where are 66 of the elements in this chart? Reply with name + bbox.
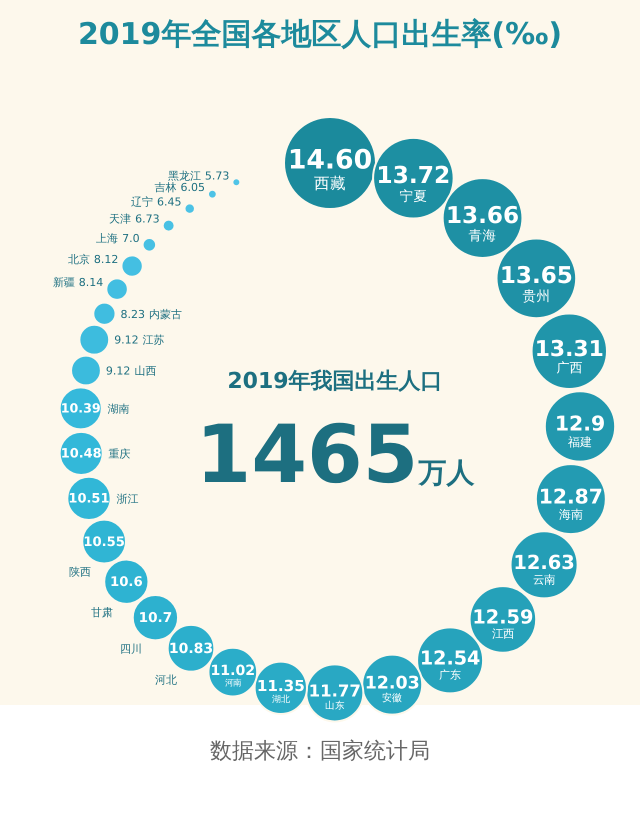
category-label: 云南 [533, 572, 556, 586]
category-label: 广东 [439, 668, 462, 682]
text: 2019年我国出生人口 [227, 369, 443, 394]
data-label: 10.83 [168, 640, 214, 657]
data-label: 6.05 [180, 181, 205, 194]
category-label: 河北 [154, 674, 177, 687]
category-label: 辽宁 [130, 196, 153, 209]
category-label: 贵州 [522, 288, 550, 304]
data-label: 12.87 [538, 484, 603, 508]
data-label: 14.60 [288, 144, 372, 176]
data-label: 9.12 [114, 334, 139, 347]
text: 1465万人 [196, 408, 476, 501]
category-label: 湖北 [272, 694, 290, 706]
data-label: 11.02 [210, 663, 256, 680]
data-label: 8.14 [78, 276, 104, 290]
category-label: 海南 [558, 507, 583, 522]
category-label: 浙江 [116, 492, 139, 506]
category-label: 山东 [324, 700, 345, 712]
data-label: 10.48 [60, 446, 102, 462]
data-label: 10.51 [68, 492, 110, 507]
data-label: 8.23 [120, 308, 146, 321]
category-label: 黑龙江 [168, 169, 201, 182]
data-label: 7.0 [122, 232, 140, 245]
category-label: 吉林 [154, 181, 176, 194]
data-label: 13.66 [446, 202, 520, 229]
data-label: 6.45 [156, 196, 182, 209]
category-label: 江西 [492, 626, 514, 641]
data-label: 12.9 [554, 412, 606, 436]
data-label: 10.7 [138, 610, 172, 626]
data-label: 5.73 [204, 169, 230, 182]
category-label: 广西 [556, 360, 582, 376]
category-label: 宁夏 [399, 188, 428, 204]
data-label: 10.39 [60, 400, 101, 416]
data-label: 9.12 [106, 364, 130, 378]
data-label: 12.63 [513, 550, 575, 574]
category-label: 福建 [568, 434, 592, 449]
category-label: 安徽 [382, 692, 402, 704]
category-label: 湖南 [108, 402, 130, 416]
category-label: 四川 [120, 642, 142, 656]
source-note: 数据来源：国家统计局 [210, 739, 430, 764]
category-label: 江苏 [142, 334, 165, 347]
category-label: 陕西 [68, 565, 91, 578]
data-label: 12.59 [472, 605, 534, 628]
category-label: 甘肃 [91, 606, 114, 619]
data-label: 13.65 [500, 263, 573, 290]
category-label: 天津 [109, 212, 132, 226]
data-label: 13.72 [376, 161, 450, 190]
category-label: 山西 [134, 364, 156, 378]
data-label: 8.12 [94, 253, 118, 266]
data-label: 11.77 [308, 681, 361, 700]
category-label: 河南 [224, 678, 241, 688]
category-label: 北京 [68, 253, 90, 266]
text: 2019年全国各地区人口出生率(‰) [78, 17, 562, 52]
category-label: 青海 [468, 228, 497, 244]
category-label: 内蒙古 [149, 308, 182, 321]
data-label: 11.35 [256, 676, 305, 695]
category-label: 新疆 [52, 276, 75, 290]
data-label: 12.54 [420, 646, 480, 670]
category-label: 西藏 [314, 173, 346, 192]
data-label: 12.03 [364, 673, 420, 694]
data-label: 10.55 [83, 534, 125, 550]
data-label: 13.31 [534, 336, 604, 362]
category-label: 上海 [96, 232, 118, 245]
data-label: 6.73 [135, 212, 160, 226]
data-label: 10.6 [110, 575, 143, 590]
category-label: 重庆 [108, 447, 131, 460]
